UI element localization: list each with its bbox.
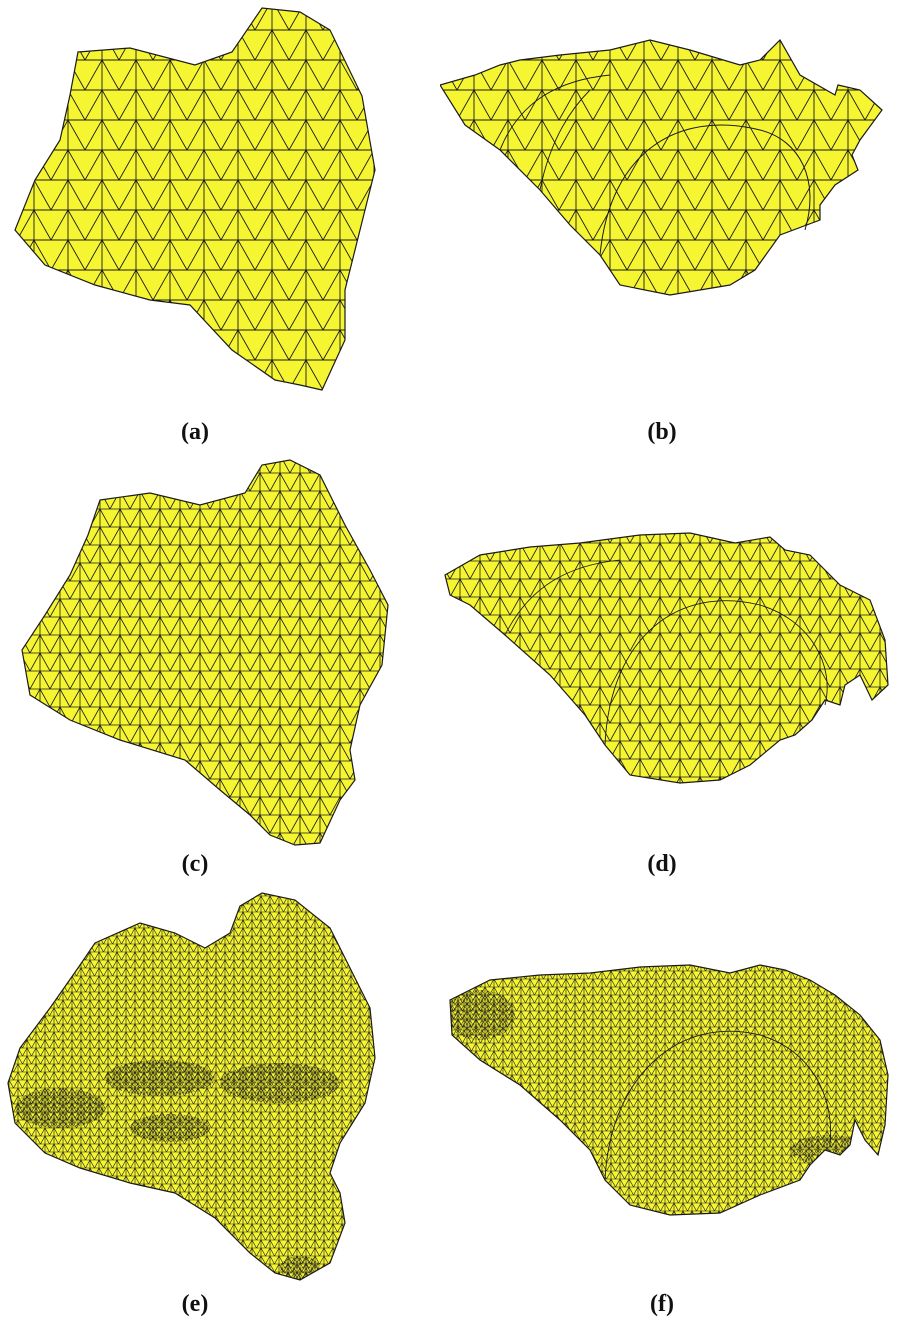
mesh-panel-e	[0, 888, 400, 1288]
caption-f: (f)	[650, 1291, 674, 1317]
mesh-d-image	[444, 532, 889, 784]
caption-b: (b)	[647, 419, 677, 445]
caption-a: (a)	[181, 419, 209, 445]
mesh-e-image	[7, 892, 376, 1281]
mesh-b-image	[440, 39, 883, 296]
mesh-panel-c	[0, 455, 400, 855]
mesh-panel-b	[440, 30, 900, 310]
caption-c: (c)	[181, 851, 209, 877]
caption-e: (e)	[181, 1291, 209, 1317]
mesh-panel-a	[0, 0, 400, 400]
mesh-f-image	[449, 964, 889, 1216]
mesh-panel-f	[440, 955, 900, 1225]
caption-d: (d)	[647, 851, 677, 877]
mesh-panel-d	[440, 525, 900, 795]
mesh-c-image	[21, 459, 389, 846]
mesh-a-image	[14, 7, 376, 391]
